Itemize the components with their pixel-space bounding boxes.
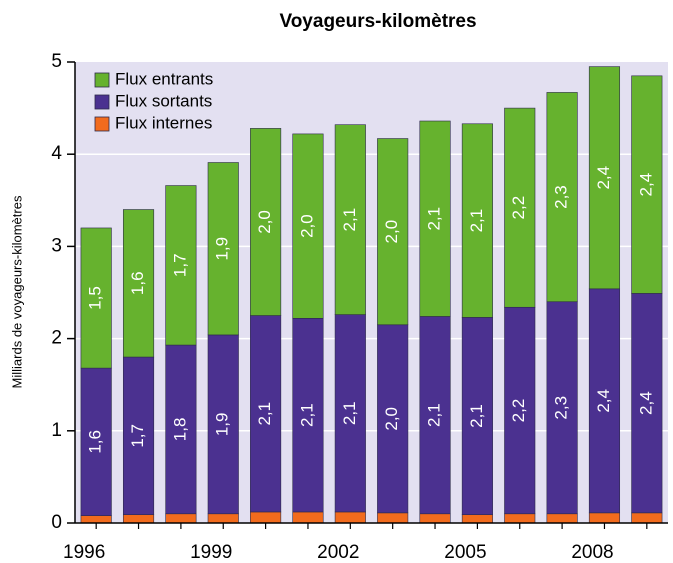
bar-segment [80, 367, 112, 516]
data-label: 1,7 [170, 253, 189, 277]
y-tick-label: 3 [51, 235, 62, 256]
data-label: 2,1 [297, 403, 316, 427]
bar-segment [419, 316, 451, 515]
bar-segment [292, 133, 324, 319]
bar-segment [250, 511, 282, 524]
bar-segment [377, 324, 409, 514]
y-tick-label: 0 [51, 512, 62, 533]
data-label: 2,1 [425, 207, 444, 231]
bar-segment [292, 318, 324, 513]
legend-label: Flux entrants [115, 69, 213, 88]
bar-segment [80, 227, 112, 369]
data-label: 2,0 [382, 220, 401, 244]
bar-segment [207, 334, 239, 515]
data-label: 2,1 [340, 208, 359, 232]
bar-segment [588, 288, 621, 514]
y-tick-label: 2 [51, 328, 62, 349]
bar-segment [461, 317, 493, 516]
bar-segment [461, 123, 493, 318]
bar-segment [122, 356, 155, 516]
legend-swatch [94, 94, 110, 110]
bar-segment [207, 513, 239, 524]
bar-segment [80, 515, 112, 524]
legend-swatch [94, 72, 110, 88]
y-tick-label: 4 [51, 143, 62, 164]
legend-swatch [94, 116, 110, 132]
data-label: 2,3 [552, 185, 571, 209]
y-tick-label: 1 [51, 420, 62, 441]
bar-segment [588, 66, 621, 290]
data-label: 1,5 [86, 286, 105, 310]
bar-segment [419, 513, 451, 524]
bar-segment [461, 514, 493, 524]
bar-segment [504, 306, 536, 515]
x-tick-label: 1999 [190, 542, 232, 563]
bar-segment [165, 513, 197, 524]
data-label: 1,8 [170, 418, 189, 442]
data-label: 2,2 [509, 399, 528, 423]
bar-segment [504, 513, 536, 524]
bar-segment [122, 209, 155, 358]
bar-segment [546, 513, 578, 524]
y-axis-label: Milliards de voyageurs-kilomètres [9, 195, 24, 388]
chart-title: Voyageurs-kilomètres [279, 11, 476, 32]
x-tick-label: 2008 [571, 542, 613, 563]
data-label: 1,9 [213, 237, 232, 261]
bar-segment [165, 185, 197, 346]
data-label: 1,6 [128, 271, 147, 295]
data-label: 2,0 [297, 214, 316, 238]
bar-segment [546, 92, 578, 303]
bar-segment [334, 314, 366, 513]
bar-segment [377, 138, 409, 326]
bar-segment [122, 514, 155, 524]
data-label: 2,1 [425, 403, 444, 427]
data-label: 2,0 [382, 407, 401, 431]
y-tick-label: 5 [51, 51, 62, 72]
x-tick-label: 2005 [444, 542, 486, 563]
bar-segment [334, 511, 366, 524]
bar-segment [292, 511, 324, 524]
data-label: 2,3 [552, 396, 571, 420]
data-label: 2,4 [636, 173, 655, 197]
data-label: 2,0 [255, 210, 274, 234]
bar-segment [631, 293, 663, 514]
data-label: 2,1 [467, 404, 486, 428]
bar-segment [165, 344, 197, 515]
data-label: 2,2 [509, 196, 528, 220]
bar-segment [250, 128, 282, 316]
data-label: 1,9 [213, 413, 232, 437]
bar-segment [334, 124, 366, 315]
bar-segment [377, 512, 409, 524]
data-label: 2,4 [594, 166, 613, 190]
x-tick-label: 1996 [63, 542, 105, 563]
data-label: 2,4 [594, 389, 613, 413]
legend-label: Flux internes [115, 113, 212, 132]
bar-segment [588, 512, 621, 524]
data-label: 2,1 [255, 402, 274, 426]
bar-segment [207, 162, 239, 336]
legend-label: Flux sortants [115, 91, 212, 110]
x-tick-label: 2002 [317, 542, 359, 563]
data-label: 2,1 [340, 401, 359, 425]
bar-segment [419, 120, 451, 317]
data-label: 2,1 [467, 209, 486, 233]
bar-segment [631, 512, 663, 524]
bar-segment [631, 75, 663, 294]
bar-segment [250, 315, 282, 513]
data-label: 2,4 [636, 391, 655, 415]
data-label: 1,6 [86, 430, 105, 454]
bar-segment [504, 107, 536, 308]
data-label: 1,7 [128, 424, 147, 448]
